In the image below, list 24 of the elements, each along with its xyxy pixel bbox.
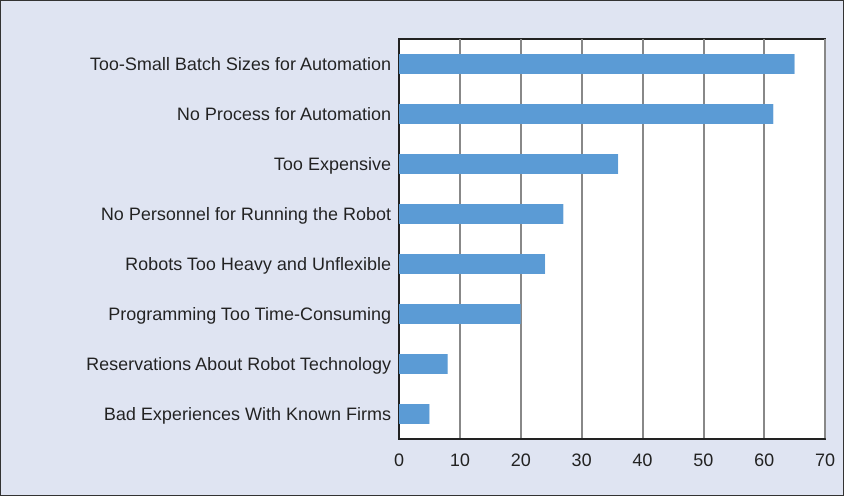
x-tick-label: 40 (632, 450, 652, 470)
y-tick-label: No Process for Automation (176, 104, 391, 124)
y-tick-label: Reservations About Robot Technology (86, 354, 391, 374)
bar (399, 304, 521, 324)
bar (399, 204, 564, 224)
x-tick-label: 60 (754, 450, 774, 470)
x-tick-label: 30 (572, 450, 592, 470)
y-tick-label: Too-Small Batch Sizes for Automation (90, 54, 391, 74)
bar (399, 54, 795, 74)
x-tick-label: 20 (510, 450, 531, 470)
x-tick-label: 70 (814, 450, 836, 470)
x-tick-label: 10 (450, 450, 470, 470)
y-tick-label: Programming Too Time-Consuming (108, 304, 391, 324)
bar (399, 104, 774, 124)
x-tick-label: 0 (394, 450, 404, 470)
y-tick-label: Robots Too Heavy and Unflexible (125, 254, 391, 274)
y-tick-label: Too Expensive (274, 154, 391, 174)
bar (399, 154, 618, 174)
bar (399, 354, 448, 374)
y-tick-label: Bad Experiences With Known Firms (104, 404, 391, 424)
bar (399, 254, 546, 274)
bar (399, 404, 430, 424)
y-tick-label: No Personnel for Running the Robot (100, 204, 391, 224)
x-tick-label: 50 (693, 450, 714, 470)
